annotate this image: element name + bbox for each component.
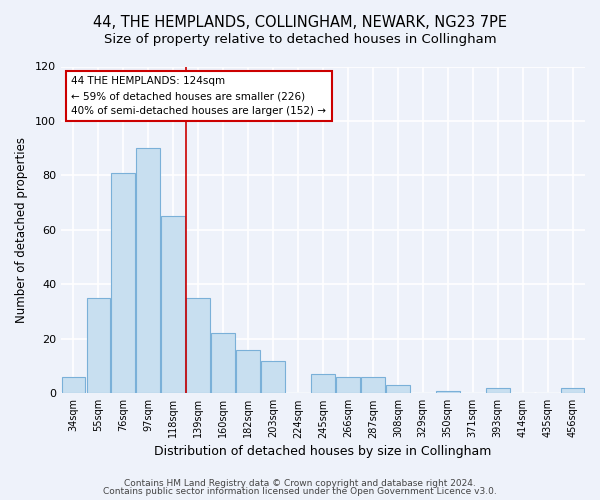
Bar [436, 390, 460, 394]
X-axis label: Distribution of detached houses by size in Collingham: Distribution of detached houses by size … [154, 444, 491, 458]
Text: 44 THE HEMPLANDS: 124sqm
← 59% of detached houses are smaller (226)
40% of semi-: 44 THE HEMPLANDS: 124sqm ← 59% of detach… [71, 76, 326, 116]
Text: Contains HM Land Registry data © Crown copyright and database right 2024.: Contains HM Land Registry data © Crown c… [124, 478, 476, 488]
Bar [136, 148, 160, 394]
Bar [560, 388, 584, 394]
Bar [311, 374, 335, 394]
Bar [236, 350, 260, 394]
Bar [336, 377, 360, 394]
Bar [386, 385, 410, 394]
Text: Contains public sector information licensed under the Open Government Licence v3: Contains public sector information licen… [103, 487, 497, 496]
Bar [486, 388, 509, 394]
Bar [86, 298, 110, 394]
Bar [361, 377, 385, 394]
Bar [187, 298, 210, 394]
Bar [112, 172, 135, 394]
Bar [62, 377, 85, 394]
Text: 44, THE HEMPLANDS, COLLINGHAM, NEWARK, NG23 7PE: 44, THE HEMPLANDS, COLLINGHAM, NEWARK, N… [93, 15, 507, 30]
Bar [161, 216, 185, 394]
Bar [261, 360, 285, 394]
Text: Size of property relative to detached houses in Collingham: Size of property relative to detached ho… [104, 32, 496, 46]
Bar [211, 334, 235, 394]
Y-axis label: Number of detached properties: Number of detached properties [15, 137, 28, 323]
